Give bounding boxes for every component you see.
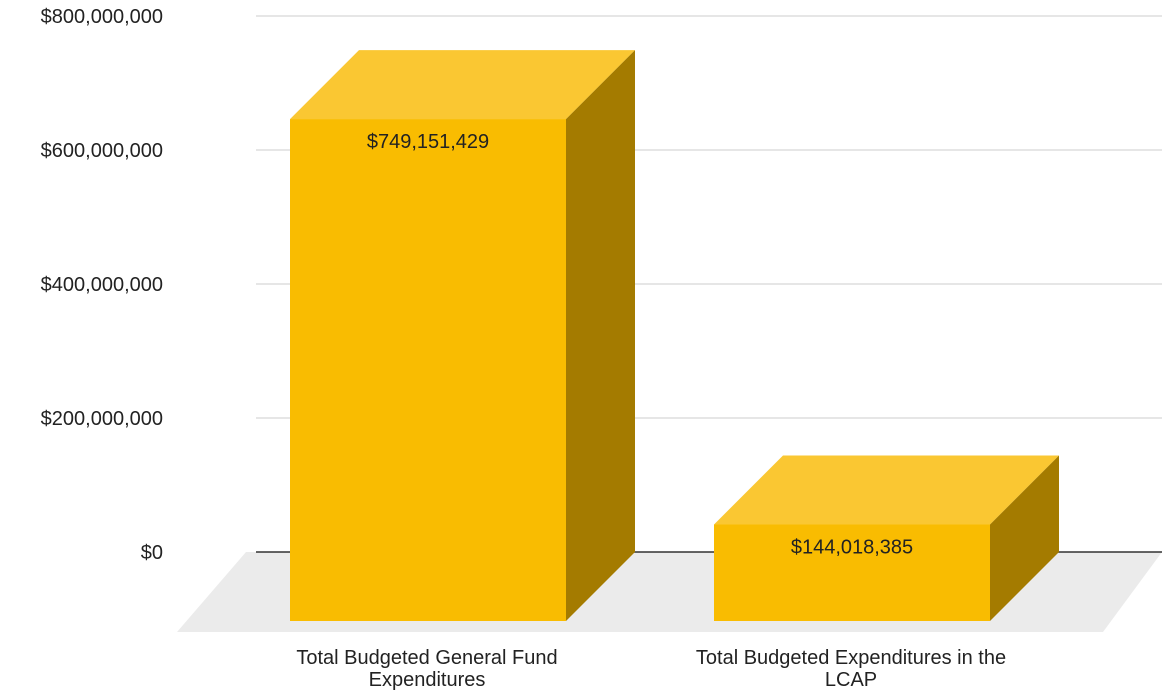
- bar-top-face: [290, 50, 635, 120]
- x-category-label: Total Budgeted Expenditures in the: [696, 647, 1006, 669]
- y-tick-label: $800,000,000: [41, 6, 163, 28]
- bar-side-face: [990, 455, 1059, 621]
- bar-data-label: $749,151,429: [367, 131, 489, 153]
- x-category-label: Total Budgeted General Fund: [296, 647, 557, 669]
- x-category-label: Expenditures: [369, 669, 486, 691]
- y-tick-label: $600,000,000: [41, 140, 163, 162]
- data-labels-layer: $749,151,429 $144,018,385: [367, 131, 913, 558]
- y-tick-label: $400,000,000: [41, 274, 163, 296]
- y-tick-label: $0: [141, 542, 163, 564]
- bar-2: [714, 455, 1059, 621]
- bar-front-face: [714, 524, 990, 621]
- bar-front-face: [290, 119, 566, 621]
- bar-1: [290, 50, 635, 621]
- y-tick-label: $200,000,000: [41, 408, 163, 430]
- bar-top-face: [714, 455, 1059, 525]
- bar-data-label: $144,018,385: [791, 537, 913, 559]
- bars-layer: [290, 50, 1059, 621]
- bar-side-face: [566, 50, 635, 621]
- x-category-label: LCAP: [825, 669, 877, 691]
- y-axis-ticks: $0 $200,000,000 $400,000,000 $600,000,000 $8…: [41, 6, 163, 564]
